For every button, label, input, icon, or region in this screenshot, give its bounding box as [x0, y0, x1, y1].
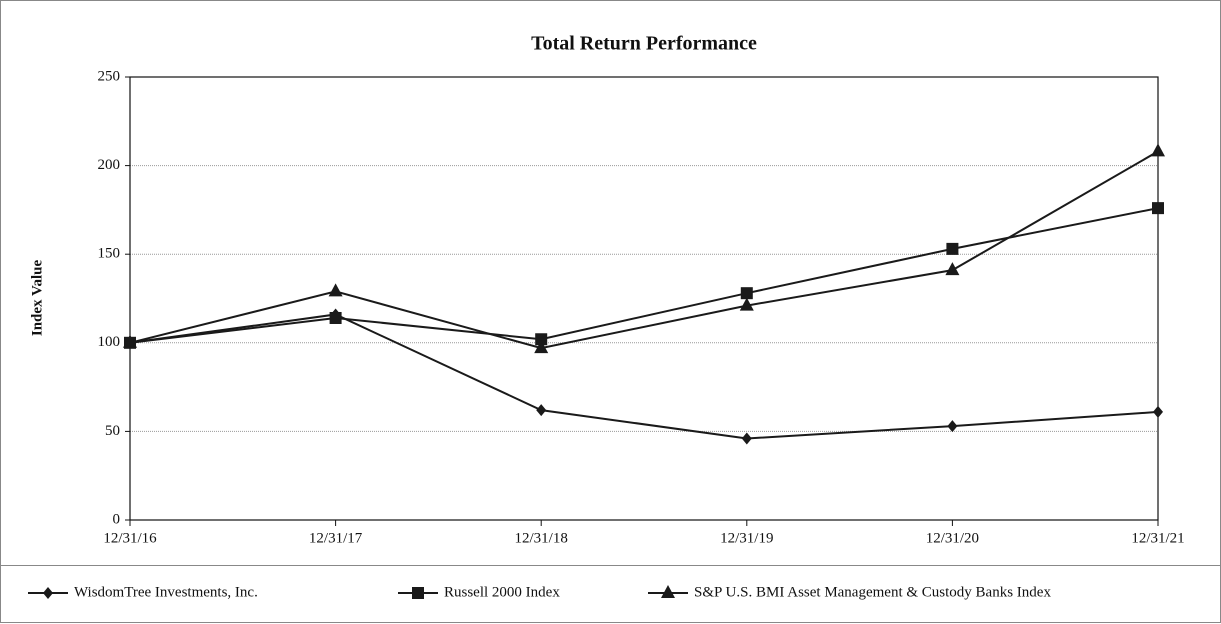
marker — [741, 432, 752, 445]
x-tick-label: 12/31/19 — [720, 530, 773, 546]
chart-title: Total Return Performance — [531, 33, 757, 55]
legend-label: Russell 2000 Index — [444, 584, 560, 600]
marker — [739, 297, 754, 311]
x-tick-label: 12/31/16 — [103, 530, 157, 546]
marker — [43, 587, 53, 599]
plot-area — [129, 76, 1159, 521]
marker — [661, 585, 675, 598]
y-tick-label: 50 — [105, 423, 120, 439]
marker — [535, 333, 548, 346]
marker — [1153, 405, 1163, 418]
x-tick-label: 12/31/17 — [309, 530, 363, 546]
series-line — [129, 313, 1159, 440]
legend-label: WisdomTree Investments, Inc. — [74, 584, 258, 600]
marker — [945, 262, 960, 276]
y-tick-label: 250 — [98, 68, 121, 84]
y-axis-label: Index Value — [29, 260, 45, 337]
marker — [534, 340, 549, 354]
marker — [740, 287, 753, 300]
marker — [328, 283, 343, 297]
y-tick-label: 150 — [98, 246, 121, 262]
marker — [123, 334, 137, 348]
series-line — [129, 207, 1159, 344]
x-tick-label: 12/31/21 — [1131, 530, 1184, 546]
marker — [536, 404, 547, 417]
marker — [946, 242, 959, 255]
x-tick-label: 12/31/20 — [926, 530, 979, 546]
marker — [1152, 202, 1164, 215]
marker — [1151, 143, 1165, 157]
legend-label: S&P U.S. BMI Asset Management & Custody … — [694, 584, 1051, 600]
y-tick-label: 100 — [98, 334, 121, 350]
y-tick-label: 200 — [98, 157, 121, 173]
x-tick-label: 12/31/18 — [515, 530, 568, 546]
marker — [329, 311, 342, 324]
marker — [412, 587, 424, 599]
series-line — [129, 150, 1159, 350]
marker — [947, 420, 958, 433]
y-tick-label: 0 — [113, 511, 121, 527]
